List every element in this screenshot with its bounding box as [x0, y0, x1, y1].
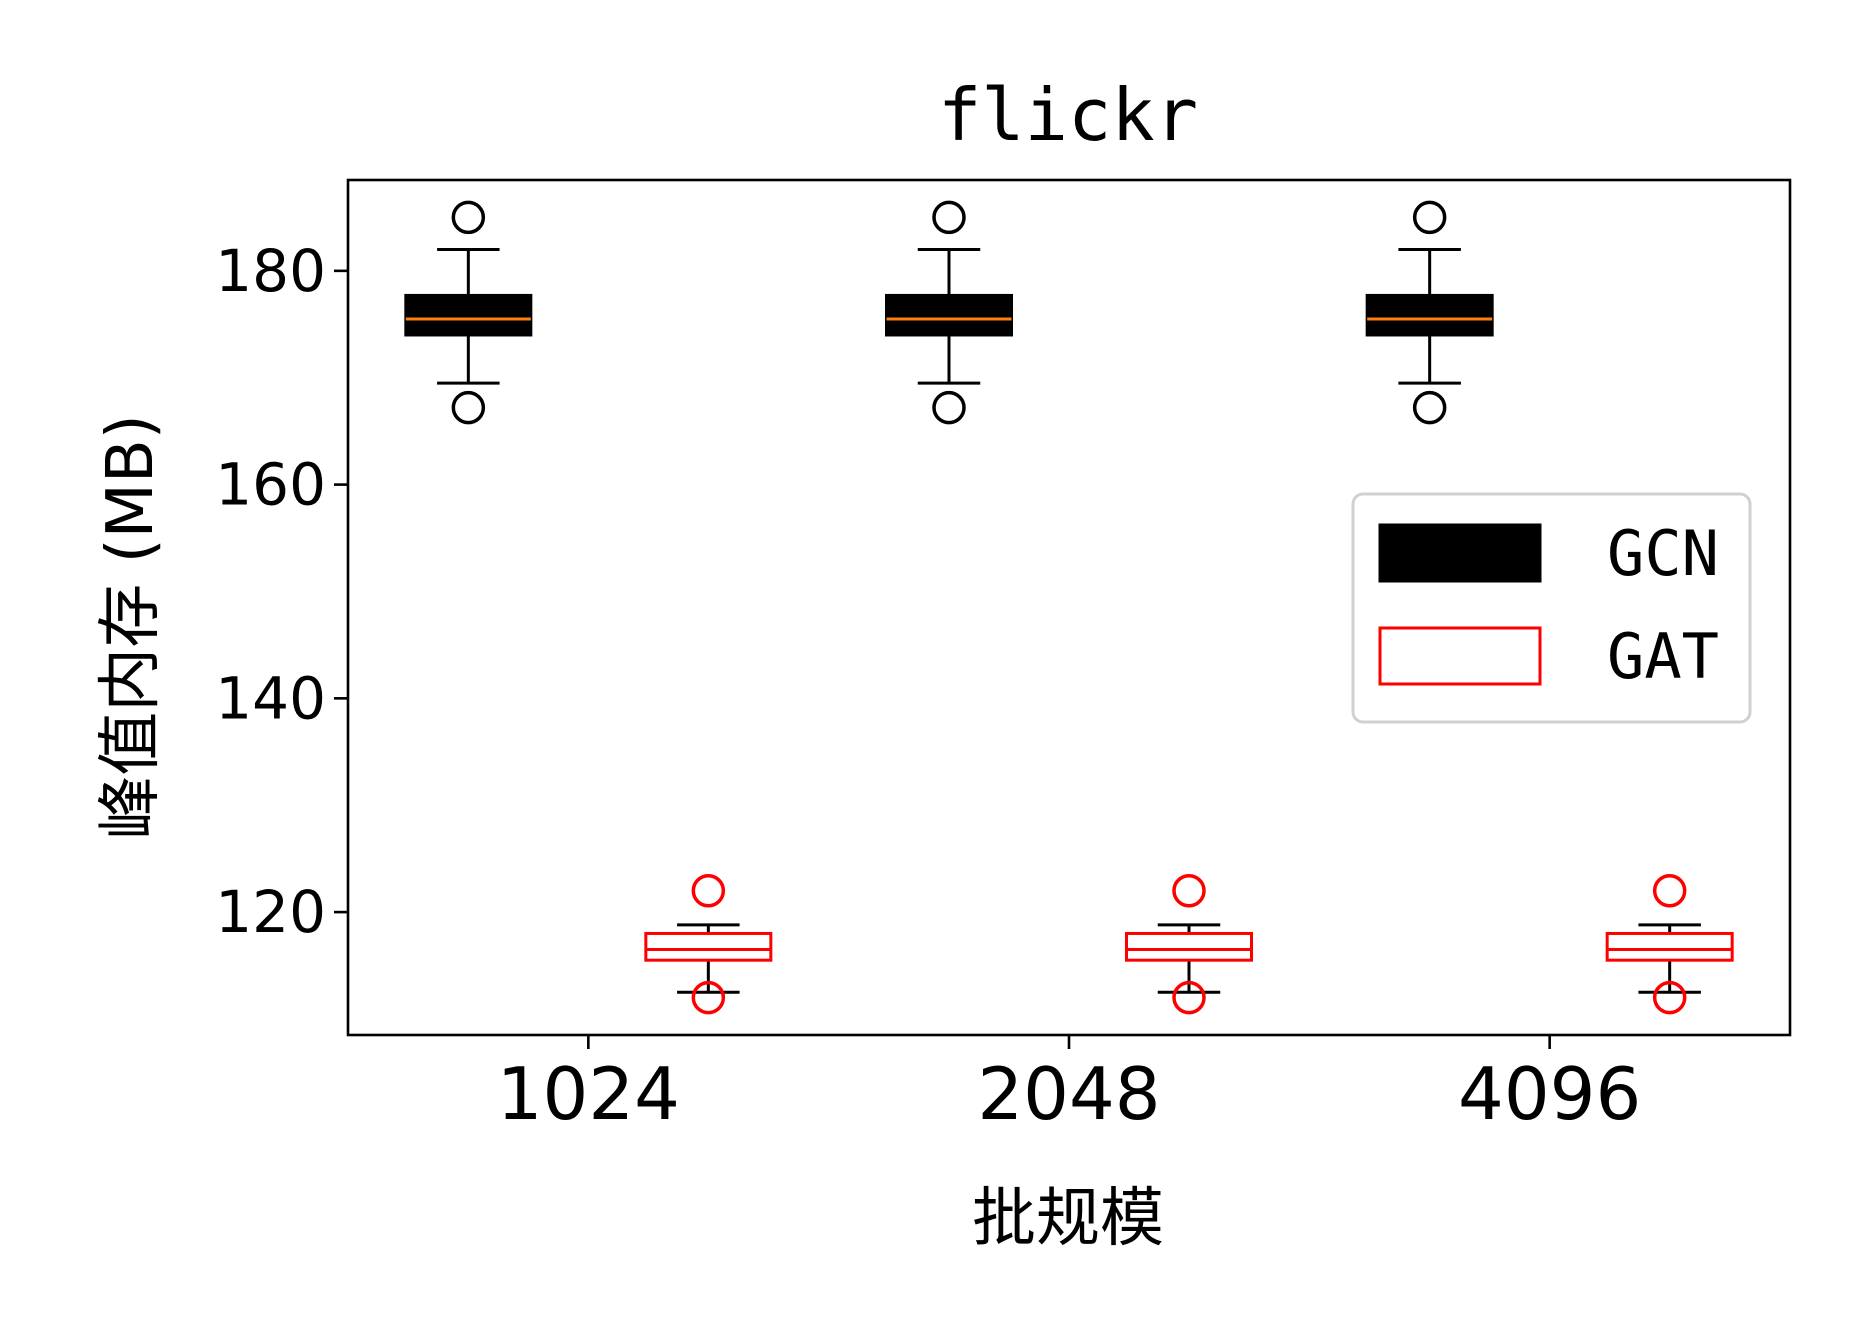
- legend-item-gat: GAT: [1378, 620, 1719, 693]
- outlier-point: [691, 873, 726, 908]
- outlier-point: [1172, 980, 1206, 1015]
- outlier-point: [1652, 873, 1687, 908]
- y-axis-label: 峰值内存 (MB): [94, 414, 168, 839]
- x-axis-label: 批规模: [972, 1182, 1164, 1256]
- y-tick-label: 160: [215, 451, 326, 519]
- box-gat-2048: [1125, 873, 1253, 1015]
- legend-swatch: [1378, 523, 1542, 583]
- chart-title: flickr: [938, 73, 1198, 157]
- box-gat-4096: [1605, 873, 1734, 1015]
- box-gcn-1024: [404, 200, 533, 425]
- legend-label: GCN: [1607, 517, 1719, 590]
- x-tick-label: 1024: [497, 1052, 680, 1136]
- box-iqr: [1605, 931, 1734, 962]
- plot-area: [404, 200, 1734, 1015]
- y-tick-label: 120: [215, 878, 326, 946]
- box-iqr: [404, 293, 533, 337]
- y-tick-label: 180: [215, 237, 326, 305]
- x-axis: 1024 2048 4096: [497, 1035, 1641, 1136]
- box-gat-1024: [644, 873, 773, 1015]
- legend-swatch: [1378, 626, 1542, 686]
- x-tick-label: 4096: [1458, 1052, 1641, 1136]
- outlier-point: [451, 390, 486, 425]
- outlier-point: [1652, 980, 1687, 1015]
- outlier-point: [1412, 200, 1447, 235]
- legend-item-gcn: GCN: [1378, 517, 1719, 590]
- outlier-point: [932, 390, 966, 425]
- legend: GCN GAT: [1351, 492, 1752, 724]
- legend-label: GAT: [1607, 620, 1719, 693]
- plot-frame: [346, 178, 1792, 1037]
- box-gcn-2048: [885, 200, 1013, 425]
- outlier-point: [451, 200, 486, 235]
- box-iqr: [885, 293, 1013, 337]
- box-iqr: [1125, 931, 1253, 962]
- y-axis: 120 140 160 180: [215, 237, 348, 946]
- outlier-point: [932, 200, 966, 235]
- y-tick-label: 140: [215, 664, 326, 732]
- box-iqr: [1365, 293, 1494, 337]
- outlier-point: [1172, 873, 1206, 908]
- box-gcn-4096: [1365, 200, 1494, 425]
- outlier-point: [691, 980, 726, 1015]
- box-iqr: [644, 931, 773, 962]
- outlier-point: [1412, 390, 1447, 425]
- x-tick-label: 2048: [977, 1052, 1160, 1136]
